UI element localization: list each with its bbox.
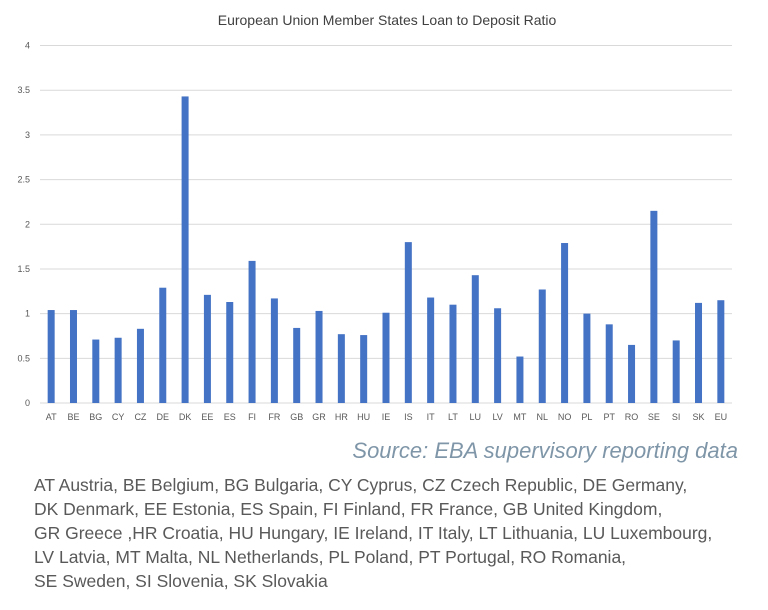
y-tick-label: 3.5 bbox=[17, 85, 30, 95]
x-tick-label: EU bbox=[715, 412, 728, 422]
chart-title: European Union Member States Loan to Dep… bbox=[218, 12, 557, 28]
bar-se bbox=[650, 210, 658, 403]
bar-de bbox=[159, 287, 167, 403]
bar-eu bbox=[717, 300, 725, 403]
bar-is bbox=[404, 242, 412, 403]
legend-line: GR Greece ,HR Croatia, HU Hungary, IE Ir… bbox=[34, 523, 713, 543]
bar-ro bbox=[628, 344, 636, 403]
y-tick-label: 4 bbox=[25, 41, 30, 51]
legend-line: DK Denmark, EE Estonia, ES Spain, FI Fin… bbox=[34, 499, 663, 519]
bar-si bbox=[672, 340, 680, 403]
bar-at bbox=[47, 310, 55, 403]
bar-pl bbox=[583, 313, 591, 403]
x-tick-label: GR bbox=[312, 412, 326, 422]
bar-pt bbox=[605, 324, 613, 403]
x-tick-label: NO bbox=[558, 412, 572, 422]
x-tick-label: CZ bbox=[134, 412, 146, 422]
x-tick-label: BE bbox=[67, 412, 79, 422]
y-tick-label: 2.5 bbox=[17, 175, 30, 185]
x-tick-label: DE bbox=[157, 412, 170, 422]
bar-es bbox=[226, 302, 234, 403]
bar-it bbox=[427, 297, 435, 403]
bar-hu bbox=[360, 335, 368, 403]
bar-bg bbox=[92, 339, 100, 403]
y-tick-label: 2 bbox=[25, 219, 30, 229]
bar-fi bbox=[248, 260, 256, 403]
legend-line: SE Sweden, SI Slovenia, SK Slovakia bbox=[34, 571, 328, 591]
country-legend: AT Austria, BE Belgium, BG Bulgaria, CY … bbox=[34, 473, 754, 593]
bar-fr bbox=[270, 298, 278, 403]
x-tick-label: LU bbox=[470, 412, 482, 422]
bar-lt bbox=[449, 304, 457, 403]
x-tick-label: EE bbox=[201, 412, 213, 422]
bar-dk bbox=[181, 96, 189, 403]
x-tick-label: IS bbox=[404, 412, 413, 422]
bar-hr bbox=[337, 334, 345, 403]
x-tick-label: RO bbox=[625, 412, 639, 422]
y-tick-label: 0.5 bbox=[17, 353, 30, 363]
bar-mt bbox=[516, 356, 524, 403]
bar-cz bbox=[136, 328, 144, 403]
x-tick-label: PL bbox=[581, 412, 592, 422]
x-tick-label: BG bbox=[89, 412, 102, 422]
bar-sk bbox=[695, 302, 703, 403]
x-tick-label: SI bbox=[672, 412, 681, 422]
source-note: Source: EBA supervisory reporting data bbox=[352, 438, 738, 463]
x-tick-label: HU bbox=[357, 412, 370, 422]
x-tick-label: ES bbox=[224, 412, 236, 422]
x-tick-label: HR bbox=[335, 412, 348, 422]
x-tick-label: NL bbox=[537, 412, 549, 422]
bar-gb bbox=[293, 327, 301, 403]
bar-gr bbox=[315, 310, 323, 403]
x-tick-label: IE bbox=[382, 412, 391, 422]
legend-line: LV Latvia, MT Malta, NL Netherlands, PL … bbox=[34, 547, 627, 567]
x-tick-label: LT bbox=[448, 412, 458, 422]
bar-no bbox=[561, 243, 569, 403]
y-tick-label: 0 bbox=[25, 398, 30, 408]
x-tick-label: DK bbox=[179, 412, 192, 422]
y-tick-label: 1.5 bbox=[17, 264, 30, 274]
x-tick-label: SE bbox=[648, 412, 660, 422]
bar-chart: European Union Member States Loan to Dep… bbox=[17, 12, 732, 422]
y-tick-label: 1 bbox=[25, 309, 30, 319]
x-tick-label: PT bbox=[603, 412, 615, 422]
x-tick-label: FR bbox=[268, 412, 280, 422]
bar-ee bbox=[203, 294, 211, 403]
x-tick-label: GB bbox=[290, 412, 303, 422]
bar-lu bbox=[471, 275, 479, 403]
bar-nl bbox=[538, 289, 546, 403]
bar-ie bbox=[382, 312, 390, 403]
legend-line: AT Austria, BE Belgium, BG Bulgaria, CY … bbox=[34, 475, 688, 495]
x-tick-label: MT bbox=[513, 412, 526, 422]
x-tick-label: FI bbox=[248, 412, 256, 422]
x-tick-label: SK bbox=[693, 412, 705, 422]
bar-cy bbox=[114, 337, 122, 403]
y-tick-label: 3 bbox=[25, 130, 30, 140]
bar-be bbox=[69, 310, 77, 403]
x-tick-label: IT bbox=[427, 412, 436, 422]
bar-lv bbox=[494, 308, 502, 403]
x-tick-label: AT bbox=[46, 412, 57, 422]
x-tick-label: CY bbox=[112, 412, 125, 422]
x-tick-label: LV bbox=[492, 412, 502, 422]
